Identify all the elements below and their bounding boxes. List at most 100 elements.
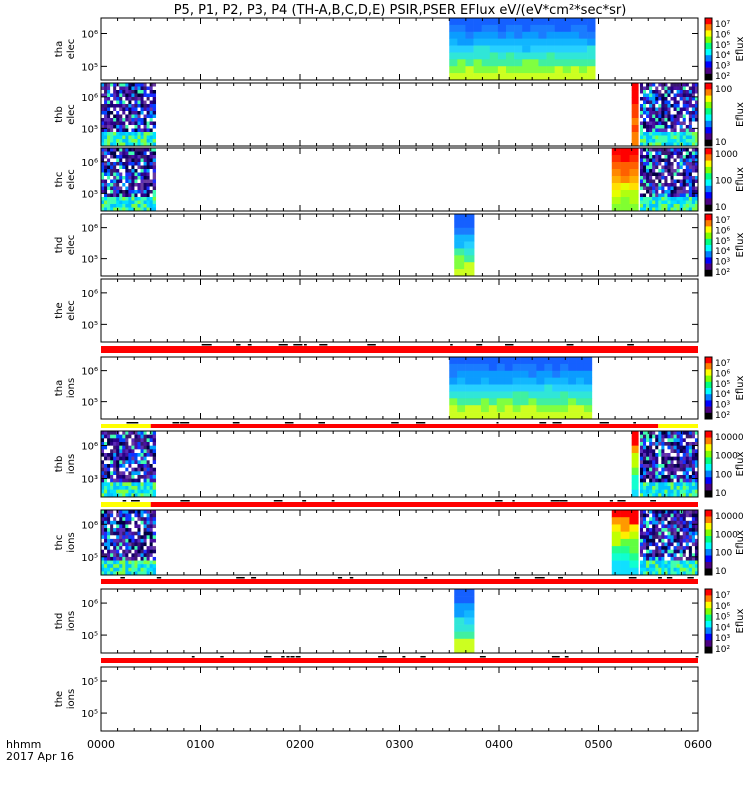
separator-bar-1-mark-5 [232, 422, 240, 424]
heatmap-cell-thc_ions-0-14-4 [113, 560, 117, 565]
heatmap-cell-thc_ions-2-1-17 [691, 513, 696, 518]
heatmap-cell-thb_elec-0-4-5 [116, 97, 120, 101]
heatmap-cell-thb_ions-2-13-2 [646, 478, 650, 483]
heatmap-cell-thc_ions-0-12-5 [116, 553, 120, 558]
heatmap-cell-thc_ions-0-11-17 [152, 549, 157, 554]
heatmap-cell-thb_elec-0-11-2 [107, 121, 111, 126]
heatmap-cell-thc_elec-0-13-0 [101, 193, 105, 198]
heatmap-cell-thb_ions-0-8-7 [122, 460, 126, 465]
heatmap-cell-thb_ions-0-5-17 [152, 449, 157, 454]
heatmap-cell-tha_elec-0-5-16 [578, 52, 588, 60]
heatmap-cell-thc_elec-2-8-1 [643, 176, 647, 180]
heatmap-cell-thb_ions-1-5-0 [631, 467, 639, 476]
heatmap-cell-thb_elec-0-5-9 [128, 100, 132, 105]
heatmap-cell-tha_elec-0-4-8 [514, 45, 523, 53]
heatmap-cell-thb_elec-2-11-0 [639, 121, 644, 126]
heatmap-cell-thb_elec-2-14-17 [691, 132, 696, 136]
heatmap-cell-thc_ions-0-14-11 [134, 560, 138, 565]
heatmap-cell-thb_elec-2-10-7 [661, 118, 665, 122]
heatmap-cell-thc_ions-2-6-9 [667, 531, 671, 536]
heatmap-cell-thc_elec-2-1-10 [670, 151, 674, 156]
separator-bar-3 [101, 577, 698, 584]
heatmap-cell-thb_ions-2-3-3 [649, 442, 653, 446]
heatmap-cell-thb_elec-2-7-4 [652, 107, 656, 112]
heatmap-cell-thc_elec-2-8-17 [691, 176, 696, 180]
heatmap-cell-thb_ions-2-12-0 [639, 475, 644, 479]
heatmap-cell-thb_ions-0-3-15 [146, 442, 150, 446]
heatmap-cell-tha_ions-0-8-15 [568, 412, 577, 420]
heatmap-cell-thb_ions-0-14-15 [146, 482, 150, 487]
heatmap-cell-thb_ions-2-15-10 [670, 486, 674, 490]
heatmap-cell-thc_elec-0-11-14 [143, 186, 147, 191]
panel-thd_ions-ytick-label-1: 10⁵ [81, 631, 98, 642]
heatmap-cell-thb_ions-0-11-2 [107, 471, 111, 476]
heatmap-cell-tha_elec-0-2-8 [514, 31, 523, 39]
heatmap-cell-thc_elec-0-8-4 [113, 176, 117, 180]
heatmap-cell-thb_ions-2-4-18 [694, 445, 699, 450]
heatmap-cell-thc_elec-0-15-7 [122, 200, 126, 205]
heatmap-cell-thc_ions-0-11-4 [113, 549, 117, 554]
panel-tha_elec-frame [100, 17, 699, 81]
heatmap-cell-thc_ions-0-13-8 [125, 556, 129, 561]
heatmap-cell-thc_elec-0-12-16 [149, 190, 153, 194]
heatmap-cell-thc_ions-2-0-18 [694, 510, 699, 514]
heatmap-cell-tha_elec-0-1-2 [465, 24, 474, 33]
heatmap-cell-thc_elec-0-17-11 [134, 207, 138, 212]
heatmap-cell-thc_ions-2-10-15 [685, 546, 690, 551]
heatmap-cell-thb_ions-0-7-1 [104, 456, 108, 461]
heatmap-cell-thc_elec-2-7-7 [661, 172, 665, 177]
heatmap-cell-thc_ions-2-11-11 [673, 549, 677, 554]
heatmap-cell-tha_elec-0-6-9 [522, 59, 531, 67]
heatmap-cell-tha_elec-0-8-16 [578, 73, 588, 81]
heatmap-cell-thb_ions-2-6-5 [655, 453, 659, 457]
heatmap-cell-thb_ions-0-7-15 [146, 456, 150, 461]
heatmap-cell-thb_ions-0-0-13 [140, 431, 144, 435]
heatmap-cell-thc_elec-1-8-0 [611, 204, 621, 212]
heatmap-cell-tha_ions-0-0-11 [536, 357, 545, 365]
heatmap-cell-thb_elec-2-10-10 [670, 118, 674, 122]
panel-thd_ions-colorbar-band-8 [705, 640, 712, 647]
heatmap-cell-thb_ions-2-0-6 [658, 431, 662, 435]
heatmap-cell-thb_ions-0-0-0 [101, 431, 105, 435]
heatmap-cell-thc_elec-2-6-7 [661, 169, 665, 173]
heatmap-cell-tha_elec-0-3-0 [449, 38, 458, 46]
heatmap-cell-thc_elec-1-1-2 [629, 155, 639, 163]
heatmap-cell-thc_ions-1-0-1 [620, 510, 630, 518]
heatmap-cell-thb_ions-0-4-8 [125, 445, 129, 450]
panel-tha_elec-colorbar-band-4 [705, 42, 712, 50]
heatmap-cell-thb_elec-2-13-5 [655, 128, 659, 133]
heatmap-cell-tha_elec-0-2-16 [578, 31, 588, 39]
heatmap-cell-thb_ions-2-17-4 [652, 493, 656, 498]
heatmap-cell-thc_ions-2-13-7 [661, 556, 665, 561]
heatmap-cell-tha_ions-0-3-0 [449, 377, 458, 385]
heatmap-cell-thc_ions-0-17-15 [146, 571, 150, 576]
panel-thb_elec-colorbar-band-2 [705, 95, 712, 103]
heatmap-cell-thc_ions-0-16-3 [110, 567, 114, 572]
panel-tha_elec-colorbar-label-0: 10⁷ [715, 20, 730, 30]
heatmap-cell-thb_elec-2-15-8 [664, 135, 668, 140]
heatmap-cell-thb_ions-0-6-13 [140, 453, 144, 457]
heatmap-cell-thc_ions-2-17-2 [646, 571, 650, 576]
heatmap-cell-tha_elec-0-8-11 [538, 73, 547, 81]
heatmap-cell-thc_ions-0-6-17 [152, 531, 157, 536]
heatmap-cell-tha_elec-0-1-5 [489, 24, 499, 33]
heatmap-cell-thc_elec-1-2-2 [629, 162, 639, 170]
heatmap-cell-thb_elec-0-6-11 [134, 104, 138, 108]
heatmap-cell-thc_elec-0-8-3 [110, 176, 114, 180]
heatmap-cell-thb_elec-2-4-10 [670, 97, 674, 101]
heatmap-cell-thb_ions-0-4-0 [101, 445, 105, 450]
panel-thc_ions-colorbar-label-1: 1000 [715, 530, 738, 540]
heatmap-cell-thc_ions-0-8-6 [119, 538, 123, 543]
heatmap-cell-thc_ions-2-12-4 [652, 553, 656, 558]
heatmap-cell-thc_ions-2-3-12 [676, 520, 680, 525]
heatmap-cell-thb_ions-0-6-15 [146, 453, 150, 457]
heatmap-cell-thc_ions-0-3-15 [146, 520, 150, 525]
heatmap-cell-thb_elec-2-8-2 [646, 111, 650, 115]
heatmap-cell-thb_elec-0-5-5 [116, 100, 120, 105]
heatmap-cell-thc_elec-2-11-15 [685, 186, 690, 191]
heatmap-cell-thc_elec-2-16-16 [688, 204, 693, 208]
heatmap-cell-thb_elec-0-9-7 [122, 114, 126, 119]
heatmap-cell-thb_ions-2-12-16 [688, 475, 693, 479]
heatmap-cell-thb_ions-0-9-16 [149, 464, 153, 468]
heatmap-cell-thb_ions-0-5-1 [104, 449, 108, 454]
